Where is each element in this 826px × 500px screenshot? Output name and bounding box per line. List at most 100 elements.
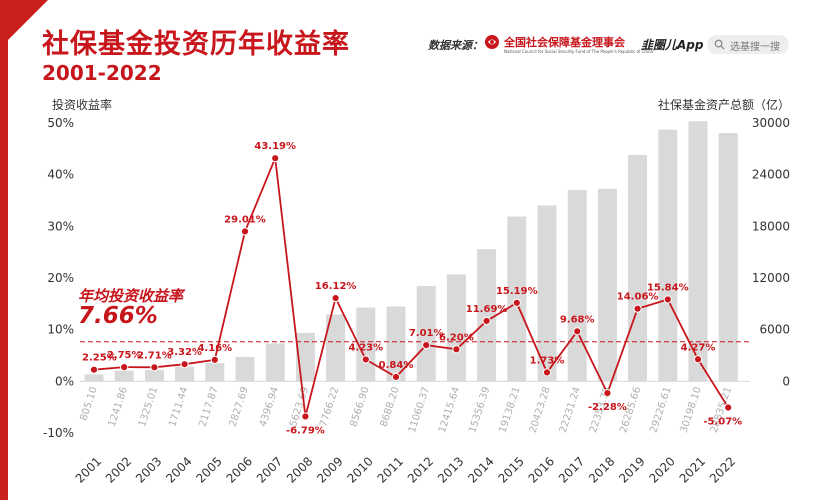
bar-label: 8566.90 (348, 386, 371, 429)
bar (446, 274, 466, 382)
bar (477, 249, 497, 382)
bar-label: 30198.10 (679, 386, 704, 435)
source-label: 数据来源： (428, 39, 483, 52)
point-label: 9.68% (560, 314, 595, 325)
data-point (482, 316, 491, 326)
point-label: 11.69% (466, 304, 508, 315)
point-label: 6.20% (439, 332, 474, 343)
x-tick-label: 2006 (224, 454, 255, 485)
data-point (391, 372, 401, 382)
x-tick-label: 2010 (344, 454, 375, 485)
point-label: 4.27% (681, 342, 716, 353)
point-label: 2.25% (82, 353, 117, 364)
x-tick-label: 2008 (284, 454, 315, 485)
bar (114, 370, 134, 382)
x-tick-labels: 2001200220032004200520062007200820092010… (73, 454, 739, 485)
data-point (452, 345, 461, 354)
x-tick-label: 2003 (133, 454, 164, 485)
bar-labels: 805.10 1241.86 1325.01 1711.44 2117.87 2827.6… (79, 386, 734, 435)
x-tick-label: 2020 (646, 454, 677, 485)
bar-label: 11060.37 (407, 386, 432, 435)
app-name: 韭圈儿App (641, 38, 704, 52)
bar-label: 15356.39 (467, 386, 492, 435)
bar (84, 374, 104, 382)
bar (265, 343, 285, 382)
bar (175, 366, 195, 382)
bar-label: 12415.64 (437, 386, 462, 435)
point-labels: 2.25%2.75%2.71%3.32%4.16% 29.01% 43.19% -6.… (82, 141, 742, 436)
data-point (240, 227, 250, 236)
point-label: -5.07% (703, 417, 742, 428)
bar-label: 20423.28 (528, 386, 553, 435)
bar (628, 154, 648, 382)
y2-axis-title: 社保基金资产总额（亿） (658, 97, 790, 112)
bar (205, 363, 225, 382)
bar-label: 2117.87 (197, 386, 220, 429)
bar-label: 19138.21 (497, 386, 522, 435)
y-axis-title: 投资收益率 (52, 97, 112, 112)
data-point (361, 355, 370, 364)
data-point (180, 360, 189, 369)
bar-label: 1241.86 (107, 386, 130, 429)
average-value: 7.66% (78, 303, 158, 329)
bar-label: 2827.69 (228, 386, 251, 429)
bar (235, 356, 255, 382)
y2-tick-label: 24000 (752, 168, 790, 182)
line-series (89, 154, 733, 421)
bar (597, 188, 617, 382)
bar (718, 133, 738, 382)
average-label: 年均投资收益率 (78, 287, 184, 305)
page-subtitle: 2001-2022 (42, 61, 162, 85)
x-tick-label: 2001 (73, 454, 104, 485)
axes: 50% 40% 30% 20% 10% 0% -10% 30000 24000 18000 1200… (43, 116, 790, 440)
x-tick-label: 2017 (556, 454, 587, 485)
y-tick-label: 30% (47, 219, 74, 233)
bar-label: 1711.44 (167, 386, 190, 429)
point-label: 4.23% (348, 342, 383, 353)
data-point (120, 363, 129, 372)
data-point (150, 363, 159, 372)
y2-tick-label: 30000 (752, 116, 790, 130)
y-tick-label: 0% (55, 374, 74, 388)
accent-bar (0, 0, 8, 500)
source-org: 全国社会保障基金理事会 (504, 36, 625, 49)
search-input[interactable]: 选基搜一搜 (707, 35, 789, 54)
point-label: 43.19% (254, 141, 296, 152)
point-label: 14.06% (617, 292, 659, 303)
bar-label: 4396.94 (258, 386, 281, 429)
bar-label: 7766.22 (318, 386, 341, 429)
data-point (693, 355, 703, 364)
point-label: 1.73% (530, 355, 565, 366)
x-tick-label: 2016 (526, 454, 557, 485)
point-label: 2.71% (137, 350, 172, 361)
y-tick-label: 50% (47, 116, 74, 130)
point-label: 0.84% (379, 360, 414, 371)
bar (144, 369, 164, 382)
rate-line (93, 154, 729, 417)
y-tick-label: 40% (47, 168, 74, 182)
point-label: 29.01% (224, 214, 266, 225)
y2-tick-label: 0 (782, 374, 790, 388)
data-point (512, 298, 521, 307)
x-tick-label: 2015 (495, 454, 526, 485)
search-icon (714, 39, 725, 50)
data-point (724, 403, 733, 412)
bar (658, 129, 678, 382)
data-point (542, 368, 552, 377)
y2-tick-label: 6000 (759, 323, 790, 337)
x-tick-label: 2012 (405, 454, 436, 485)
bar (688, 121, 708, 382)
point-label: -6.79% (286, 425, 325, 436)
corner-decoration (0, 0, 48, 48)
data-point (422, 341, 431, 350)
y-tick-label: -10% (43, 426, 74, 440)
y2-tick-label: 18000 (752, 219, 790, 233)
data-point (210, 355, 219, 364)
point-label: -2.28% (588, 402, 627, 413)
bar (537, 205, 557, 382)
source-org-en: National Council for Social Security Fun… (504, 49, 654, 54)
x-tick-label: 2011 (375, 454, 406, 485)
bar (567, 189, 587, 382)
x-tick-label: 2013 (435, 454, 466, 485)
